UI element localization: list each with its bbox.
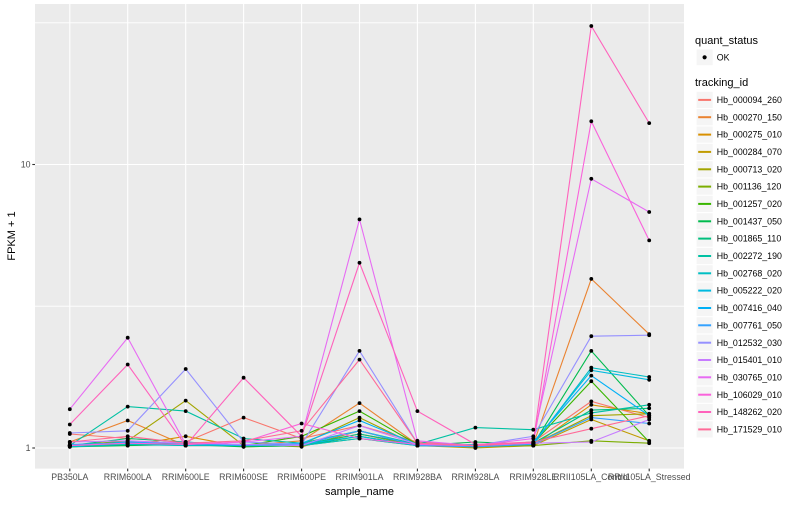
svg-text:quant_status: quant_status <box>695 35 758 47</box>
svg-text:Hb_000270_150: Hb_000270_150 <box>717 112 782 122</box>
svg-text:Hb_002272_190: Hb_002272_190 <box>717 251 782 261</box>
svg-text:RRIM928LE: RRIM928LE <box>509 472 557 482</box>
svg-text:Hb_001865_110: Hb_001865_110 <box>717 234 782 244</box>
svg-text:RRIM600LA: RRIM600LA <box>104 472 152 482</box>
svg-text:RRIM600LE: RRIM600LE <box>162 472 210 482</box>
svg-text:PB350LA: PB350LA <box>51 472 88 482</box>
svg-text:RRII105LA_Stressed: RRII105LA_Stressed <box>608 472 691 482</box>
svg-text:Hb_030765_010: Hb_030765_010 <box>717 372 782 382</box>
svg-text:Hb_001257_020: Hb_001257_020 <box>717 199 782 209</box>
svg-text:Hb_002768_020: Hb_002768_020 <box>717 268 782 278</box>
svg-text:Hb_106029_010: Hb_106029_010 <box>717 390 782 400</box>
svg-text:RRIM901LA: RRIM901LA <box>336 472 384 482</box>
svg-text:Hb_000275_010: Hb_000275_010 <box>717 130 782 140</box>
svg-text:Hb_000284_070: Hb_000284_070 <box>717 147 782 157</box>
svg-text:RRIM600SE: RRIM600SE <box>219 472 268 482</box>
svg-text:Hb_015401_010: Hb_015401_010 <box>717 355 782 365</box>
svg-text:RRII105LA_Control: RRII105LA_Control <box>553 472 629 482</box>
svg-text:OK: OK <box>717 52 730 62</box>
svg-text:RRIM928BA: RRIM928BA <box>393 472 442 482</box>
svg-text:RRIM928LA: RRIM928LA <box>451 472 499 482</box>
svg-text:Hb_007416_040: Hb_007416_040 <box>717 303 782 313</box>
svg-text:10: 10 <box>21 160 31 170</box>
svg-text:tracking_id: tracking_id <box>695 77 748 89</box>
svg-text:1: 1 <box>26 443 31 453</box>
svg-text:Hb_007761_050: Hb_007761_050 <box>717 320 782 330</box>
svg-text:Hb_012532_030: Hb_012532_030 <box>717 338 782 348</box>
svg-text:Hb_005222_020: Hb_005222_020 <box>717 286 782 296</box>
svg-text:Hb_000094_260: Hb_000094_260 <box>717 95 782 105</box>
svg-text:RRIM600PE: RRIM600PE <box>277 472 326 482</box>
svg-text:Hb_148262_020: Hb_148262_020 <box>717 407 782 417</box>
svg-text:Hb_001136_120: Hb_001136_120 <box>717 182 782 192</box>
svg-text:Hb_001437_050: Hb_001437_050 <box>717 216 782 226</box>
svg-text:Hb_000713_020: Hb_000713_020 <box>717 164 782 174</box>
svg-text:FPKM + 1: FPKM + 1 <box>6 211 18 260</box>
svg-text:sample_name: sample_name <box>325 486 394 498</box>
svg-text:Hb_171529_010: Hb_171529_010 <box>717 425 782 435</box>
